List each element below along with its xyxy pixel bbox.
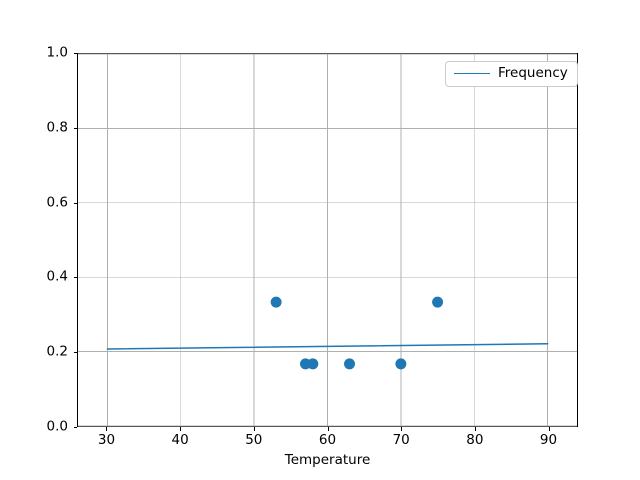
y-tick-label: 0.2 [46,343,68,360]
x-tick-mark [548,427,550,431]
x-tick-mark [474,427,476,431]
scatter-point [344,358,355,370]
legend: Frequency [445,61,578,87]
data-layer [106,296,549,370]
grid-layer [78,53,577,427]
x-tick-label: 70 [392,432,410,448]
x-tick-mark [253,427,255,431]
x-tick-label: 40 [171,432,189,448]
y-tick-mark [73,53,77,54]
x-tick-label: 50 [245,432,263,448]
y-tick-label: 0.8 [46,119,68,136]
y-tick-label: 0.0 [46,418,68,435]
legend-label: Frequency [498,65,568,81]
y-tick-label: 1.0 [46,44,68,61]
x-tick-label: 90 [539,432,558,448]
scatter-point [270,296,282,308]
x-tick-mark [401,427,403,431]
x-tick-label: 60 [318,432,337,448]
y-tick-label: 0.4 [46,268,68,285]
scatter-point [432,296,444,308]
scatter-point [307,358,319,370]
x-tick-label: 30 [97,432,116,448]
y-tick-mark [73,277,77,279]
y-tick-label: 0.6 [46,193,68,210]
x-tick-mark [106,427,108,431]
y-tick-mark [73,202,77,204]
x-tick-label: 80 [466,432,484,448]
y-tick-mark [73,127,77,129]
series-line-frequency [106,343,549,350]
y-tick-mark [73,352,77,354]
x-axis-label: Temperature [284,452,371,468]
x-tick-mark [327,427,329,431]
legend-line-swatch [454,73,490,75]
scatter-point [395,358,407,370]
x-tick-mark [180,427,182,431]
plot-area [77,53,578,427]
y-tick-mark [73,427,77,428]
